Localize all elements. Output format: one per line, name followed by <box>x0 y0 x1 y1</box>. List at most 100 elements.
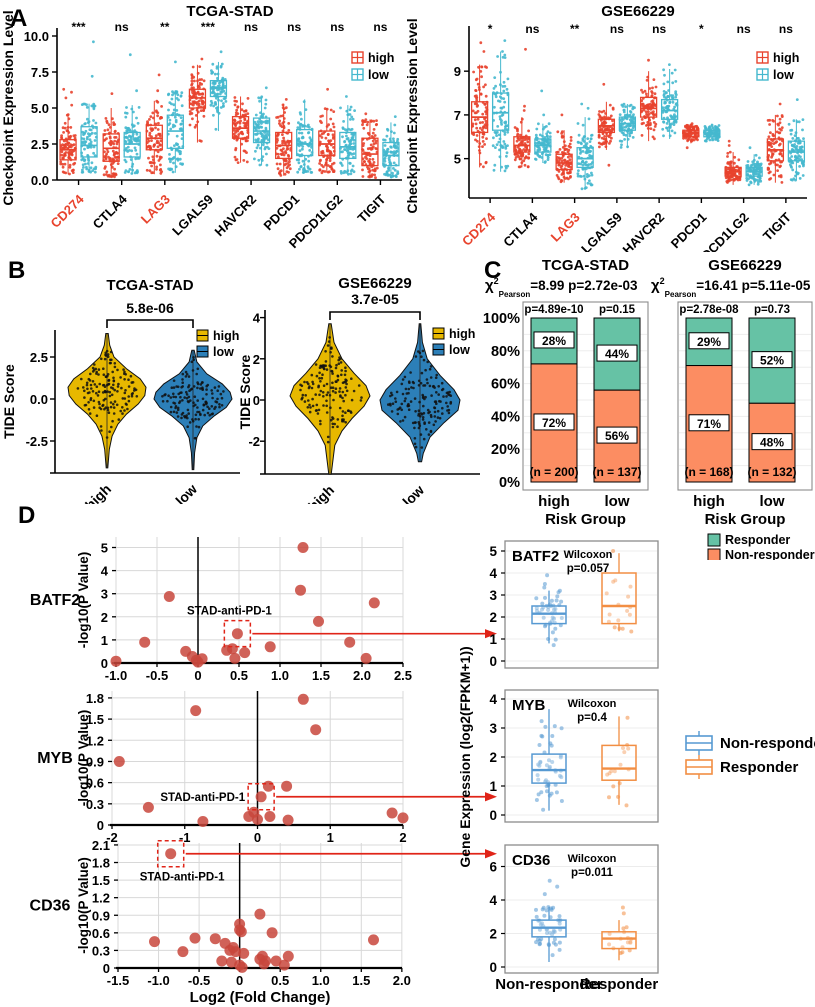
y-tick: 40% <box>491 409 520 425</box>
legend: high low <box>756 51 799 82</box>
svg-text:Wilcoxon: Wilcoxon <box>568 698 617 710</box>
x-axis-label: Risk Group <box>705 511 786 528</box>
volcano-grid-CD36 <box>117 843 403 969</box>
svg-text:Wilcoxon: Wilcoxon <box>568 853 617 865</box>
svg-text:4: 4 <box>489 893 497 908</box>
chi-square-label: χ2Pearson=16.41 p=5.11e-05 <box>651 276 811 299</box>
volcano-grid-MYB <box>111 691 404 826</box>
svg-text:-2: -2 <box>106 830 118 845</box>
svg-text:1.0: 1.0 <box>312 973 330 988</box>
boxplot-CTLA4-low <box>123 105 141 175</box>
svg-text:ns: ns <box>115 20 129 34</box>
strip-points-CTLA4-high <box>513 47 531 169</box>
svg-text:0: 0 <box>489 960 497 975</box>
boxplot-CD274-high <box>59 113 77 175</box>
bar-n-label: (n = 200) <box>529 465 578 479</box>
boxplot-frame-BATF2: 0 1 2 3 4 5 <box>489 540 659 669</box>
svg-text:high: high <box>449 327 475 341</box>
svg-text:1.0: 1.0 <box>271 668 289 683</box>
boxplot-LAG3-high <box>555 130 573 183</box>
panel-b-tcga-stad-violin: B TCGA-STAD 5.8e-06 2.5 0.0 -2.5 TIDE Score hig… <box>1 257 240 504</box>
svg-text:-0.5: -0.5 <box>188 973 210 988</box>
panel-label: C <box>484 257 501 284</box>
svg-text:Responder: Responder <box>580 976 659 993</box>
gene-label-LAG3: LAG3 <box>138 192 173 227</box>
volcano-ylabel-CD36: -log10(P Value) <box>76 857 91 954</box>
violin-points-low <box>387 349 453 449</box>
significance-label: ns <box>652 22 666 36</box>
boxplot-LGALS9-low <box>618 103 637 148</box>
x-category-label: low <box>605 493 630 510</box>
svg-text:TIDE Score: TIDE Score <box>240 354 253 429</box>
boxplot-LAG3-high <box>145 100 163 175</box>
svg-text:0: 0 <box>489 808 497 823</box>
gene-label-PDCD1: PDCD1 <box>668 210 710 252</box>
gene-axis-label: CTLA4 <box>500 209 541 250</box>
boxplot-CTLA4-low <box>534 123 552 164</box>
legend: high low <box>196 329 239 359</box>
chart-title: GSE66229 <box>338 275 411 292</box>
gene-label-PDCD1: PDCD1 <box>261 192 303 234</box>
svg-text:C: C <box>484 257 501 284</box>
gene-name-BATF2: BATF2 <box>512 548 559 565</box>
svg-text:Risk Group: Risk Group <box>705 511 786 528</box>
comparison-bracket <box>329 311 421 320</box>
gene-name-MYB: MYB <box>512 697 546 714</box>
boxplot-LGALS9-high <box>188 64 207 143</box>
boxplot-box-CD36-Responder <box>601 920 637 961</box>
y-axis-label: TIDE Score <box>1 364 17 439</box>
boxplot-PDCD1LG2-low <box>339 105 357 175</box>
svg-text:1.2: 1.2 <box>92 891 110 906</box>
svg-text:ns: ns <box>330 20 344 34</box>
svg-text:72%: 72% <box>542 416 566 430</box>
gene-axis-label: HAVCR2 <box>620 210 668 252</box>
boxplot-TIGIT-low <box>382 122 400 178</box>
axes: 4 2 0 -2 <box>248 310 480 475</box>
svg-text:p=0.057: p=0.057 <box>567 563 610 575</box>
significance-label: ns <box>330 20 344 34</box>
volcano-axes-MYB: 0 0.3 0.6 0.9 1.2 1.5 1.8 -2 -1 0 1 2 <box>86 691 407 845</box>
wilcoxon-label: Wilcoxon <box>564 549 613 561</box>
svg-text:Checkpoint Expression Level: Checkpoint Expression Level <box>0 10 16 205</box>
svg-text:2.1: 2.1 <box>92 838 110 853</box>
wilcoxon-p: p=0.011 <box>571 867 613 879</box>
bar-n-label: (n = 132) <box>747 465 796 479</box>
boxplot-TIGIT-high <box>361 119 379 179</box>
violin-points-low <box>161 356 225 440</box>
gene-label-LGALS9: LGALS9 <box>169 192 216 239</box>
legend-label-low: low <box>773 68 794 82</box>
boxplot-gene-title: BATF2 <box>512 548 559 565</box>
gene-axis-label: HAVCR2 <box>211 192 259 240</box>
svg-text:1.5: 1.5 <box>86 712 104 727</box>
svg-text:4: 4 <box>489 692 497 707</box>
axes: 2.5 0.0 -2.5 <box>26 330 240 474</box>
gene-axis-label: LGALS9 <box>578 210 625 252</box>
wilcoxon-label: Wilcoxon <box>568 698 617 710</box>
boxplot-gene-title: MYB <box>512 697 546 714</box>
volcano-xlabel: Log2 (Fold Change) <box>190 989 331 1006</box>
svg-text:1: 1 <box>489 779 497 794</box>
bar-n-label: (n = 137) <box>592 465 641 479</box>
svg-text:TIDE Score: TIDE Score <box>1 364 17 439</box>
highlight-BATF2: STAD-anti-PD-1 <box>187 606 272 648</box>
significance-label: ** <box>570 22 580 36</box>
svg-text:high: high <box>213 329 239 343</box>
boxplot-HAVCR2-high <box>639 71 658 142</box>
boxplot-CD274-low <box>491 51 510 172</box>
boxplot-LAG3-low <box>576 117 594 190</box>
svg-text:60%: 60% <box>491 377 520 393</box>
gene-axis-label: LAG3 <box>548 210 583 245</box>
svg-text:-log10(P Value): -log10(P Value) <box>76 552 91 649</box>
volcano-ylabel-MYB: -log10(P Value) <box>76 710 91 807</box>
svg-text:48%: 48% <box>760 436 784 450</box>
svg-text:p=0.4: p=0.4 <box>577 712 607 724</box>
highlight-label: STAD-anti-PD-1 <box>160 792 245 804</box>
strip-points-PDCD1LG2-low <box>745 146 763 187</box>
boxplot-CD274-high <box>470 64 489 168</box>
svg-text:0.3: 0.3 <box>92 943 110 958</box>
svg-text:2: 2 <box>489 610 497 625</box>
x-category-label: Responder <box>580 976 659 993</box>
svg-text:-2: -2 <box>248 434 260 449</box>
svg-text:5.0: 5.0 <box>31 101 49 116</box>
boxplot-box-BATF2-Non-responder <box>531 590 567 644</box>
